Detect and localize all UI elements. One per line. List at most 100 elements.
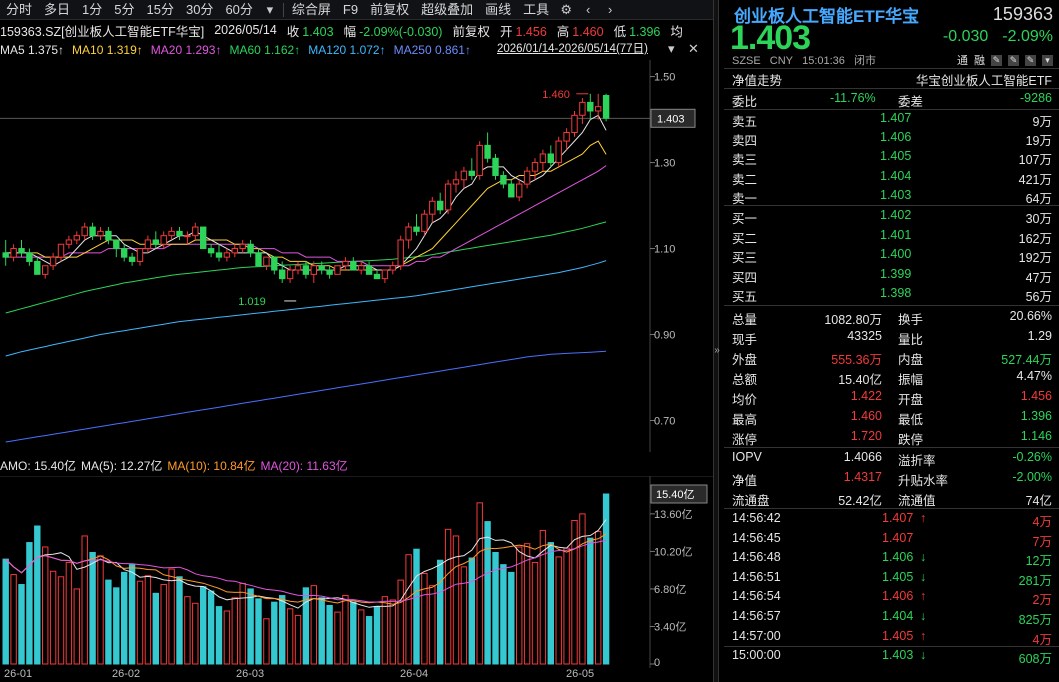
stat-value: 555.36万 <box>831 353 882 367</box>
candle <box>200 226 207 250</box>
comprehensive-screen-button[interactable]: 综合屏 <box>291 1 331 17</box>
candle <box>184 231 191 245</box>
candle-body <box>144 239 152 250</box>
tab-1min[interactable]: 1分 <box>82 1 103 17</box>
candle-body <box>65 239 73 245</box>
overlay-button[interactable]: 超级叠加 <box>421 1 474 17</box>
volume-bar <box>215 606 223 665</box>
candle <box>452 171 460 193</box>
candle <box>444 179 452 215</box>
tab-5min[interactable]: 5分 <box>114 1 135 17</box>
stat-value: 527.44万 <box>1001 353 1052 367</box>
candle-body <box>255 252 262 267</box>
tools-button[interactable]: 工具 <box>523 1 550 17</box>
candle-body <box>49 256 57 267</box>
tab-duori[interactable]: 多日 <box>44 1 71 17</box>
volume-bar <box>460 566 468 665</box>
chevron-down-icon[interactable]: ▾ <box>668 41 675 56</box>
volume-bar <box>121 571 128 665</box>
candle-body <box>452 179 460 185</box>
candle <box>405 222 412 249</box>
candle-body <box>2 252 9 258</box>
close-icon[interactable]: ✕ <box>688 41 699 56</box>
candle <box>547 145 554 167</box>
draw-line-button[interactable]: 画线 <box>485 1 512 17</box>
ask-level-label: 卖五 <box>732 115 758 129</box>
candle <box>18 239 25 258</box>
volume-bar <box>168 568 175 665</box>
time: 15:01:36 <box>802 55 845 67</box>
nav-prev-icon[interactable]: ‹ <box>585 2 591 17</box>
candle <box>302 261 310 279</box>
edit-icon[interactable]: ✎ <box>991 54 1002 66</box>
candle-body <box>176 230 183 237</box>
tag-rong: 融 <box>974 55 985 67</box>
candle <box>231 244 239 258</box>
candle <box>531 158 539 180</box>
close-label: 收 <box>286 24 300 39</box>
stat-value: 43325 <box>847 329 882 343</box>
tab-30min[interactable]: 30分 <box>185 1 214 17</box>
volume-chart[interactable]: 13.60亿 10.20亿 6.80亿 3.40亿 0 15.40亿 <box>0 476 713 668</box>
etf-row: IOPV 1.4066 溢折率 -0.26% <box>730 449 1052 468</box>
ma20-legend: MA20 1.293↑ <box>150 43 222 57</box>
ma5-legend: MA5 1.375↑ <box>0 43 65 57</box>
ma10-legend: MA10 1.319↑ <box>72 43 143 57</box>
collapse-icon[interactable]: » <box>714 345 720 356</box>
ask-price: 1.403 <box>880 187 912 202</box>
bid-price: 1.402 <box>880 208 912 222</box>
volume-bar <box>547 542 554 665</box>
weibi-row: 委比 -11.76% 委差 -9286 <box>730 90 1052 109</box>
panel-divider[interactable]: » <box>713 0 720 682</box>
stat-label: 量比 <box>898 333 924 347</box>
dropdown-icon[interactable]: ▾ <box>1042 54 1053 66</box>
tab-60min[interactable]: 60分 <box>225 1 253 17</box>
settings-icon[interactable]: ⚙ <box>560 1 572 17</box>
candle <box>476 141 483 180</box>
min-price-label: 1.019 <box>238 296 266 308</box>
candle-body <box>563 131 570 142</box>
bid-row: 买三 1.400 192万 <box>730 246 1052 265</box>
ask-row: 卖三 1.405 107万 <box>730 148 1052 167</box>
ask-volume: 9万 <box>1032 115 1052 129</box>
volume-bar <box>247 588 254 665</box>
bid-level-label: 买二 <box>732 231 758 246</box>
candle-body <box>365 265 373 275</box>
amo-ma20: MA(20): 11.63亿 <box>260 458 348 473</box>
candle-body <box>318 265 325 271</box>
candle <box>247 239 254 258</box>
chg-field: 幅 -2.09%(-0.030) <box>344 21 443 40</box>
volume-bar <box>373 606 381 665</box>
f9-button[interactable]: F9 <box>342 1 359 17</box>
tick-time: 14:56:57 <box>732 609 781 623</box>
candle-body <box>286 269 294 280</box>
edit-icon[interactable]: ✎ <box>1025 54 1036 66</box>
candle <box>358 261 365 275</box>
amo-ma5: MA(5): 12.27亿 <box>81 458 163 473</box>
tab-15min[interactable]: 15分 <box>146 1 174 17</box>
candle-body <box>571 114 578 133</box>
candle-body <box>42 265 49 275</box>
edit-icon[interactable]: ✎ <box>1008 54 1019 66</box>
etf-value: 1.4066 <box>843 450 882 464</box>
x-tick: 26-02 <box>112 668 141 680</box>
ask-row: 卖一 1.403 64万 <box>730 187 1052 206</box>
tab-fenshi[interactable]: 分时 <box>6 1 33 17</box>
nav-next-icon[interactable]: › <box>607 2 613 17</box>
stat-label: 涨停 <box>732 433 758 447</box>
candle-body <box>358 265 365 271</box>
price-chart[interactable]: 1.50 1.30 1.10 0.90 0.70 1.403 1.460 1.019 <box>0 60 713 452</box>
candle <box>579 98 586 124</box>
x-tick: 26-03 <box>236 668 265 680</box>
candle <box>373 270 381 280</box>
adjust-button[interactable]: 前复权 <box>370 1 410 17</box>
y-tick-label: 0.70 <box>654 416 675 428</box>
nav-row[interactable]: 净值走势 华宝创业板人工智能ETF <box>730 69 1052 88</box>
current-vol-label: 15.40亿 <box>656 488 695 501</box>
volume-bar <box>508 571 515 665</box>
period-dropdown-icon[interactable]: ▾ <box>266 1 274 17</box>
tick-price: 1.406 <box>882 550 914 565</box>
date-range-label[interactable]: 2026/01/14-2026/05/14(77日) <box>497 43 648 55</box>
weibi-value: -11.76% <box>830 91 876 105</box>
bid-volume: 56万 <box>1025 290 1052 305</box>
